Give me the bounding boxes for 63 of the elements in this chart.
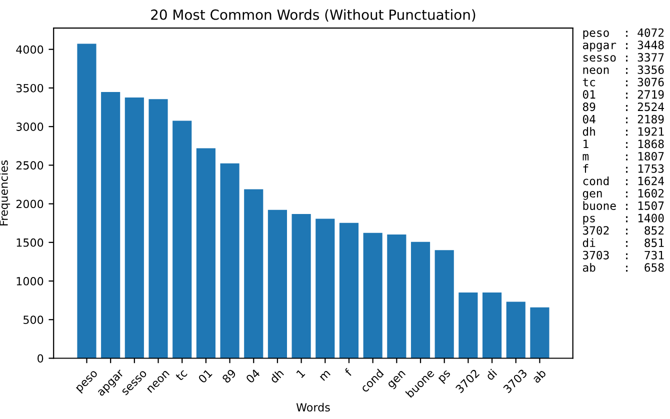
text: peso : 4072: [583, 28, 664, 40]
x-tick-label: di: [485, 368, 498, 381]
x-tick-label: gen: [387, 370, 408, 390]
text: f : 1753: [583, 164, 664, 173]
bar: [101, 92, 120, 358]
text: buone : 1507: [583, 201, 664, 210]
text: 04 : 2189: [582, 114, 664, 124]
bar: [220, 163, 240, 358]
text: ps : 1400: [583, 214, 664, 225]
text: 01 : 2719: [582, 90, 664, 99]
bar: [410, 242, 430, 358]
y-tick-label: 4000: [16, 45, 44, 54]
bar: [124, 97, 144, 358]
bar: [268, 210, 287, 358]
x-tick-label: tc: [175, 368, 188, 382]
text: sesso : 3377: [583, 53, 664, 62]
bar: [148, 99, 168, 358]
bar: [196, 148, 216, 358]
text: ab : 658: [582, 262, 664, 272]
x-tick-label: f: [344, 368, 353, 377]
bar: [506, 302, 526, 358]
y-tick-label: 0: [38, 354, 44, 363]
bar: [458, 292, 478, 358]
text: 3702 : 852: [582, 226, 664, 235]
bar: [387, 234, 406, 358]
y-tick-label: 2500: [16, 161, 44, 170]
x-tick-label: 01: [198, 368, 212, 384]
y-tick-label: 1000: [16, 276, 44, 286]
y-tick-label: 500: [24, 316, 44, 324]
bar: [77, 44, 96, 358]
text: m : 1807: [582, 152, 664, 161]
text: cond : 1624: [583, 176, 664, 186]
bar: [339, 222, 359, 358]
text: 89 : 2524: [582, 102, 664, 112]
text: gen : 1602: [582, 188, 664, 200]
bar: [292, 214, 311, 358]
text: di : 851: [582, 238, 664, 248]
y-tick-label: 1500: [16, 238, 44, 247]
y-tick-label: 2000: [16, 200, 44, 208]
x-tick-label: dh: [269, 368, 284, 384]
text: dh : 1921: [582, 127, 664, 136]
bar: [244, 189, 264, 358]
x-tick-label: m: [320, 370, 330, 381]
x-tick-label: 89: [222, 368, 237, 384]
text: 1 : 1868: [584, 140, 664, 148]
text: neon : 3356: [583, 65, 664, 74]
bar: [530, 307, 550, 358]
x-tick-label: ps: [438, 370, 452, 384]
x-tick-label: 1: [296, 368, 306, 378]
bar: [172, 120, 192, 358]
y-tick-label: 3000: [16, 122, 44, 131]
bar: [363, 232, 382, 358]
chart-title: 20 Most Common Words (Without Punctuation): [151, 9, 476, 22]
x-tick-label: 04: [245, 368, 260, 384]
x-tick-label: ab: [531, 368, 546, 384]
bar: [482, 292, 502, 358]
y-tick-label: 3500: [16, 84, 44, 92]
text: tc : 3076: [582, 78, 664, 86]
bar: [316, 218, 335, 358]
bar: [434, 250, 454, 358]
x-axis-title: Words: [296, 402, 330, 412]
text: apgar : 3448: [582, 40, 664, 52]
text: 3703 : 731: [582, 250, 664, 260]
